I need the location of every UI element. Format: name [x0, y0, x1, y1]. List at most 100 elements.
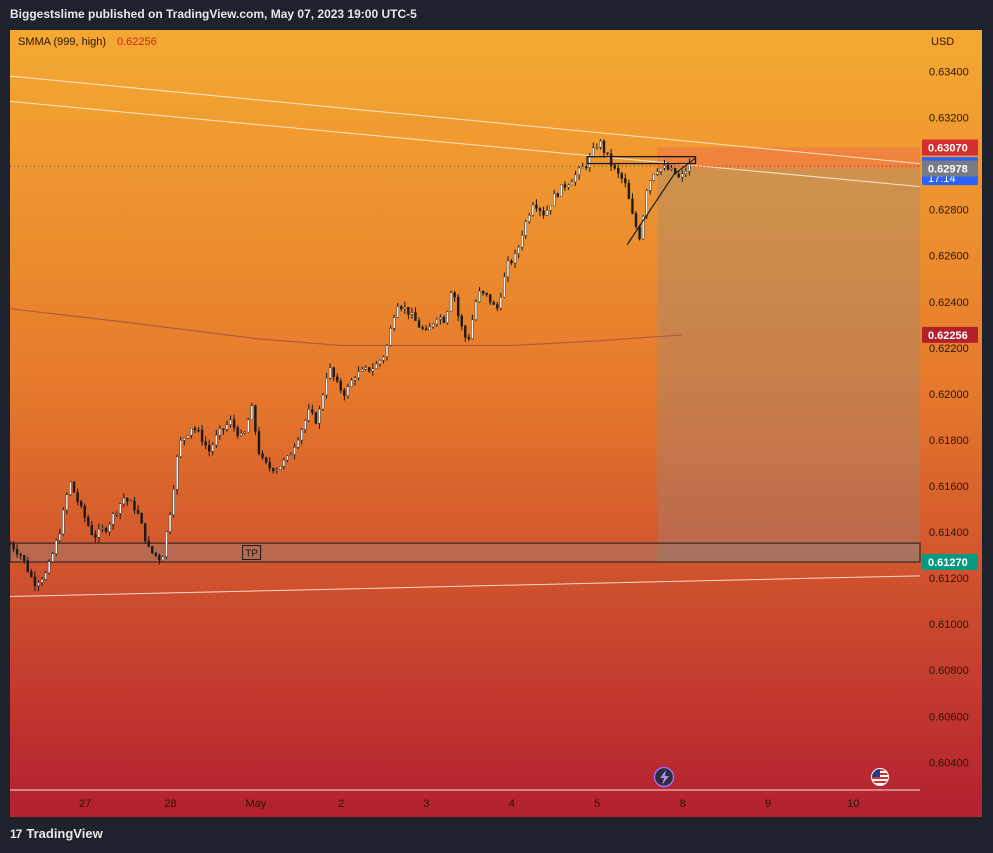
price-label: 0.61270 — [928, 557, 968, 569]
x-tick-label: 27 — [79, 798, 91, 810]
candle-body — [481, 290, 485, 294]
candle-body — [360, 368, 364, 372]
candle-body — [428, 326, 431, 331]
candle-body — [65, 494, 69, 511]
top-bar: Biggestslime published on TradingView.co… — [0, 0, 993, 30]
candle-body — [126, 497, 129, 502]
us-flag-icon[interactable] — [871, 768, 889, 786]
candle-body — [314, 412, 318, 424]
candle-body — [684, 171, 688, 174]
candle-body — [577, 167, 581, 175]
candle-body — [328, 367, 332, 379]
price-label: 0.62256 — [928, 330, 968, 342]
tv-logo-icon: 17 — [10, 826, 22, 841]
candle-body — [641, 215, 645, 240]
candle-body — [44, 572, 47, 580]
y-tick-label: 0.63400 — [929, 66, 969, 78]
candle-body — [606, 152, 609, 155]
y-tick-label: 0.61200 — [929, 573, 969, 585]
candle-body — [659, 167, 663, 172]
candle-body — [613, 165, 616, 169]
candle-body — [535, 204, 538, 209]
price-label: 0.62978 — [928, 164, 968, 176]
candle-body — [407, 306, 410, 315]
candle-body — [55, 540, 58, 554]
candle-body — [179, 440, 182, 457]
price-chart[interactable]: TP 0.63400 0.63200 0.62800 0.62600 0.62400 0.… — [10, 30, 982, 817]
candle-body — [353, 377, 357, 381]
y-tick-label: 0.61400 — [929, 527, 969, 539]
candle-body — [30, 571, 33, 577]
candle-body — [649, 180, 652, 191]
candle-body — [72, 481, 76, 493]
price-label-bg — [922, 160, 978, 177]
candle-body — [101, 528, 104, 530]
candle-body — [442, 317, 446, 323]
candle-body — [232, 419, 236, 428]
candle-body — [492, 302, 495, 305]
candle-body — [520, 235, 524, 248]
candle-body — [286, 455, 289, 461]
x-tick-label: 10 — [847, 798, 859, 810]
candle-body — [279, 466, 282, 470]
x-tick-label: 3 — [424, 798, 430, 810]
candle-body — [296, 439, 300, 448]
lightning-icon[interactable] — [653, 766, 675, 788]
candle-body — [268, 461, 271, 469]
candle-body — [346, 386, 350, 396]
candle-body — [652, 173, 656, 181]
candle-body — [485, 292, 488, 295]
candle-body — [207, 445, 211, 452]
candle-body — [190, 428, 193, 436]
candle-body — [300, 429, 303, 441]
tradingview-logo[interactable]: 17 TradingView — [10, 826, 103, 841]
candle-body — [97, 528, 101, 538]
candle-body — [449, 292, 453, 312]
candle-body — [595, 147, 599, 149]
ascending-triangle-line — [626, 157, 696, 245]
candle-body — [94, 534, 97, 538]
price-label-bg — [922, 139, 978, 156]
candle-body — [108, 524, 111, 532]
candle-body — [645, 190, 648, 217]
indicator-value: 0.62256 — [117, 36, 157, 48]
candle-body — [609, 153, 613, 166]
candle-body — [574, 174, 577, 183]
candle-body — [396, 306, 399, 318]
candle-body — [528, 215, 531, 222]
candle-body — [83, 505, 86, 518]
candle-body — [588, 156, 591, 168]
candle-body — [364, 367, 367, 370]
candle-body — [12, 543, 15, 550]
candle-body — [243, 431, 246, 434]
candle-body — [325, 378, 328, 396]
candle-body — [104, 528, 108, 532]
candle-body — [183, 437, 186, 441]
candle-body — [62, 509, 65, 535]
y-tick-label: 0.60600 — [929, 711, 969, 723]
candle-body — [545, 210, 549, 216]
candle-body — [506, 260, 510, 278]
candle-body — [688, 163, 691, 172]
candle-body — [414, 312, 417, 321]
candle-body — [133, 500, 136, 511]
y-tick-label: 0.61000 — [929, 619, 969, 631]
candle-body — [23, 555, 26, 561]
y-tick-label: 0.62000 — [929, 389, 969, 401]
candle-body — [681, 173, 684, 178]
price-label-bg — [922, 326, 978, 343]
candle-body — [602, 140, 606, 153]
candle-body — [663, 165, 666, 169]
candle-body — [496, 304, 499, 309]
candle-body — [432, 323, 435, 328]
candle-body — [339, 381, 342, 391]
candle-body — [549, 205, 552, 211]
candle-body — [165, 531, 168, 557]
currency-label: USD — [931, 36, 954, 48]
candle-body — [272, 468, 275, 472]
candle-body — [239, 433, 243, 436]
candle-body — [392, 317, 396, 329]
candle-body — [510, 260, 513, 264]
candle-body — [119, 503, 122, 514]
candle-body — [666, 165, 670, 170]
